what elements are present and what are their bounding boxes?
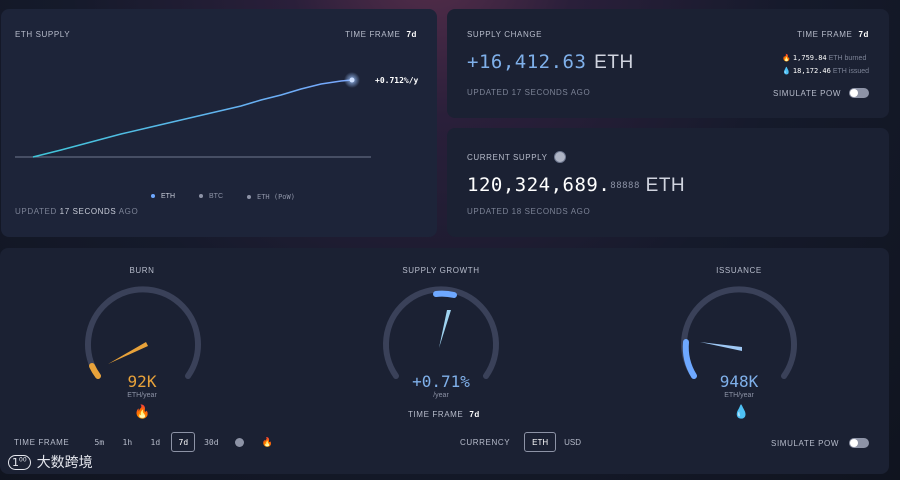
toggle-icon[interactable] — [849, 88, 869, 98]
current-supply-title: CURRENT SUPPLY — [467, 152, 548, 162]
issuance-gauge-title: ISSUANCE — [716, 266, 762, 275]
issued-value: 18,172.46 — [792, 67, 831, 75]
burn-gauge-unit: ETH/year — [127, 392, 157, 399]
legend-dot — [151, 194, 155, 199]
currency-selector: CURRENCY ETH USD — [460, 432, 589, 452]
flame-icon: 🔥 — [134, 404, 151, 419]
time-frame-1h[interactable]: 1h — [122, 437, 133, 447]
flame-icon: 🔥 — [782, 55, 791, 62]
updated-suffix: AGO — [118, 207, 139, 216]
supply-change-value: +16,412.63 ETH — [467, 51, 634, 74]
issuance-gauge-fill — [682, 339, 697, 379]
growth-gauge-needle — [439, 310, 451, 348]
time-frame-30d[interactable]: 30d — [204, 437, 219, 447]
simulate-pow-label: SIMULATE PoW — [773, 88, 841, 98]
burn-gauge-title: BURN — [129, 266, 155, 275]
toggle-icon[interactable] — [849, 438, 869, 448]
current-point — [349, 77, 355, 83]
current-supply-number: 120,324,689. — [467, 174, 611, 196]
supply-change-title: SUPPLY CHANGE — [467, 30, 543, 39]
chart-legend: ETH BTC ETH (PoW) — [151, 193, 295, 201]
time-frame-label: TIME FRAME — [14, 437, 70, 447]
simulate-pow-label: SIMULATE PoW — [771, 438, 839, 448]
time-frame-selector: TIME FRAME 5m 1h 1d 7d 30d 🔥 — [14, 432, 283, 452]
simulate-pow-control[interactable]: SIMULATE PoW — [771, 438, 869, 448]
issued-label: ETH issued — [832, 68, 869, 75]
eth-supply-panel: ETH SUPPLY TIME FRAME 7d +0.712%/y ETH BT… — [1, 9, 437, 237]
time-frame-label: TIME FRAME — [797, 30, 853, 39]
watermark-text: 大数跨境 — [36, 454, 93, 470]
flame-icon[interactable]: 🔥 — [261, 436, 273, 447]
time-frame-value: 7d — [858, 30, 869, 39]
currency-label: CURRENCY — [460, 437, 511, 447]
time-frame-label: TIME FRAME — [345, 30, 401, 39]
issuance-gauge-value: 948K — [719, 372, 759, 391]
legend-dot — [199, 194, 203, 199]
currency-usd[interactable]: USD — [564, 437, 582, 447]
current-supply-fraction: 88888 — [610, 180, 640, 191]
watermark-logo-icon: 100 — [8, 454, 31, 470]
time-frame-7d[interactable]: 7d — [171, 432, 196, 452]
issued-row: 💧 18,172.46 ETH issued — [782, 65, 869, 78]
eth-supply-time-frame[interactable]: TIME FRAME 7d — [345, 30, 417, 39]
growth-gauge-unit: /year — [433, 392, 449, 399]
burned-row: 🔥 1,759.84 ETH burned — [782, 52, 869, 65]
supply-change-updated: UPDATED 17 SECONDS AGO — [467, 88, 591, 97]
legend-label: ETH — [161, 193, 175, 200]
burn-issue-breakdown: 🔥 1,759.84 ETH burned 💧 18,172.46 ETH is… — [782, 52, 869, 78]
currency-eth[interactable]: ETH — [524, 432, 557, 452]
time-frame-label: TIME FRAME — [408, 410, 464, 419]
time-frame-1d[interactable]: 1d — [150, 437, 161, 447]
burned-label: ETH burned — [828, 55, 867, 62]
growth-time-frame[interactable]: TIME FRAME 7d — [408, 410, 480, 419]
supply-change-unit: ETH — [594, 52, 634, 73]
legend-dot — [247, 195, 251, 200]
growth-gauge-fill — [433, 290, 457, 298]
eth-supply-line — [32, 79, 353, 158]
current-supply-updated: UPDATED 18 SECONDS AGO — [467, 207, 591, 216]
issuance-gauge-needle — [700, 342, 742, 351]
burned-value: 1,759.84 — [792, 54, 827, 62]
growth-gauge-value: +0.71% — [412, 372, 470, 391]
burn-gauge-needle — [108, 342, 148, 364]
legend-eth-pow[interactable]: ETH (PoW) — [247, 193, 295, 201]
issuance-gauge-track — [681, 286, 797, 379]
pancake-icon — [553, 151, 566, 163]
time-frame-value: 7d — [406, 30, 417, 39]
burn-gauge-value: 92K — [127, 372, 157, 391]
current-supply-value: 120,324,689.88888 ETH — [467, 174, 685, 197]
eth-supply-updated: UPDATED 17 SECONDS AGO — [15, 207, 138, 216]
supply-change-time-frame[interactable]: TIME FRAME 7d — [797, 30, 869, 39]
eth-supply-change-rate: +0.712%/y — [375, 76, 419, 85]
growth-gauge-title: SUPPLY GROWTH — [402, 266, 480, 275]
burn-gauge-track — [85, 286, 201, 379]
gauges-panel: BURN 92K ETH/year 🔥 SUPPLY GROWTH +0.71%… — [0, 248, 889, 474]
updated-value: 17 SECONDS — [59, 207, 117, 216]
eth-supply-chart — [15, 72, 371, 158]
current-supply-header: CURRENT SUPPLY — [467, 151, 566, 163]
growth-gauge-track — [383, 286, 499, 379]
legend-label: BTC — [209, 193, 223, 200]
time-frame-value: 7d — [469, 410, 480, 419]
eth-supply-title: ETH SUPPLY — [15, 30, 71, 39]
issuance-gauge-unit: ETH/year — [724, 392, 754, 399]
droplet-icon: 💧 — [782, 68, 791, 75]
supply-change-number: +16,412.63 — [467, 51, 587, 73]
supply-change-panel: SUPPLY CHANGE TIME FRAME 7d +16,412.63 ET… — [447, 9, 889, 118]
burn-gauge — [85, 286, 201, 379]
watermark: 100 大数跨境 — [8, 452, 93, 472]
legend-btc[interactable]: BTC — [199, 193, 223, 201]
legend-eth[interactable]: ETH — [151, 193, 175, 201]
simulate-pow-control[interactable]: SIMULATE PoW — [773, 88, 869, 98]
time-frame-5m[interactable]: 5m — [94, 437, 105, 447]
current-supply-panel: CURRENT SUPPLY 120,324,689.88888 ETH UPD… — [447, 128, 889, 237]
issuance-gauge — [681, 286, 797, 379]
droplet-icon: 💧 — [733, 404, 750, 419]
growth-gauge — [383, 286, 499, 379]
burn-gauge-fill — [89, 363, 101, 379]
current-supply-unit: ETH — [645, 175, 686, 196]
updated-prefix: UPDATED — [15, 207, 57, 216]
legend-label: ETH (PoW) — [257, 193, 295, 201]
pancake-icon[interactable] — [227, 432, 251, 452]
